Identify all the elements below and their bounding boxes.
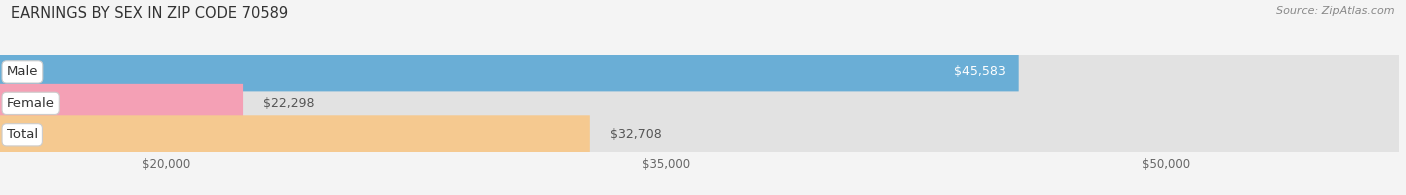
FancyBboxPatch shape [0,52,1399,91]
Text: Female: Female [7,97,55,110]
FancyBboxPatch shape [0,84,243,123]
FancyBboxPatch shape [0,84,1399,123]
Text: EARNINGS BY SEX IN ZIP CODE 70589: EARNINGS BY SEX IN ZIP CODE 70589 [11,6,288,21]
Text: Total: Total [7,128,38,141]
Text: $45,583: $45,583 [953,65,1005,78]
FancyBboxPatch shape [0,115,1399,154]
Text: Male: Male [7,65,38,78]
FancyBboxPatch shape [0,115,591,154]
FancyBboxPatch shape [0,52,1019,91]
Text: $32,708: $32,708 [610,128,662,141]
Text: $22,298: $22,298 [263,97,315,110]
Text: Source: ZipAtlas.com: Source: ZipAtlas.com [1277,6,1395,16]
